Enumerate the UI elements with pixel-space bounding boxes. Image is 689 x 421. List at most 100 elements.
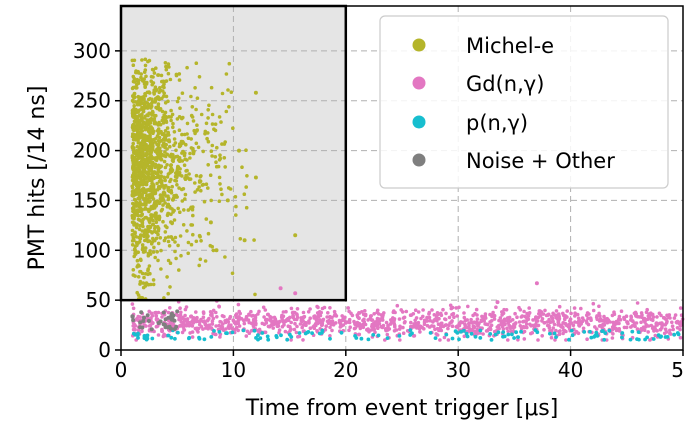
data-point-michel-e — [163, 178, 167, 183]
data-point-gd-n- — [524, 322, 529, 326]
data-point-p-n- — [310, 331, 314, 335]
x-tick-label: 10 — [221, 358, 246, 382]
data-point-gd-n- — [298, 322, 303, 326]
data-point-gd-n- — [497, 318, 501, 323]
data-point-gd-n- — [517, 305, 521, 310]
data-point-gd-n- — [281, 310, 286, 314]
data-point-michel-e — [165, 175, 170, 179]
data-point-gd-n- — [438, 338, 442, 342]
data-point-gd-n- — [301, 319, 305, 323]
data-point-michel-e — [144, 234, 148, 238]
data-point-michel-e — [132, 232, 136, 236]
data-point-michel-e — [210, 143, 215, 148]
data-point-michel-e — [138, 102, 142, 107]
data-point-michel-e — [154, 211, 158, 215]
data-point-michel-e — [185, 229, 189, 233]
data-point-michel-e — [149, 205, 154, 209]
data-point-michel-e — [151, 187, 155, 192]
data-point-michel-e — [154, 236, 159, 241]
data-point-michel-e — [143, 114, 147, 119]
data-point-michel-e — [149, 79, 153, 83]
data-point-gd-n- — [554, 309, 559, 313]
x-tick-label: 30 — [445, 358, 470, 382]
data-point-gd-n- — [597, 304, 601, 309]
data-point-michel-e — [156, 185, 161, 190]
data-point-p-n- — [464, 331, 469, 336]
data-point-michel-e — [135, 213, 139, 217]
data-point-gd-n- — [325, 315, 329, 319]
data-point-michel-e — [206, 163, 210, 167]
data-point-michel-e — [178, 106, 182, 110]
data-point-gd-n- — [322, 305, 327, 310]
data-point-michel-e — [149, 116, 154, 121]
data-point-michel-e — [189, 137, 193, 141]
data-point-michel-e — [162, 141, 166, 145]
data-point-michel-e — [218, 153, 222, 157]
data-point-michel-e — [163, 165, 168, 170]
data-point-michel-e — [172, 218, 177, 222]
data-point-gd-n- — [506, 321, 511, 325]
legend-marker — [412, 115, 426, 129]
data-point-michel-e — [193, 181, 197, 185]
data-point-gd-n- — [380, 318, 385, 322]
data-point-michel-e — [153, 165, 157, 170]
data-point-michel-e — [133, 251, 137, 256]
data-point-michel-e — [164, 67, 169, 72]
data-point-gd-n- — [317, 320, 322, 324]
data-point-gd-n- — [374, 321, 379, 326]
data-point-gd-n- — [295, 324, 299, 329]
data-point-gd-n- — [481, 316, 486, 321]
data-point-gd-n- — [510, 318, 515, 322]
data-point-gd-n- — [360, 310, 364, 314]
data-point-gd-n- — [553, 338, 557, 342]
data-point-michel-e — [131, 108, 135, 112]
data-point-gd-n- — [522, 309, 526, 314]
data-point-noise-other — [138, 325, 142, 330]
data-point-gd-n- — [225, 318, 229, 322]
data-point-michel-e — [164, 194, 168, 198]
data-point-gd-n- — [536, 323, 541, 328]
data-point-gd-n- — [639, 320, 643, 325]
data-point-michel-e — [151, 131, 155, 135]
data-point-michel-e — [163, 129, 168, 133]
data-point-gd-n- — [329, 322, 334, 327]
data-point-p-n- — [457, 337, 461, 342]
data-point-gd-n- — [547, 317, 551, 322]
data-point-gd-n- — [671, 327, 675, 332]
data-point-p-n- — [209, 335, 214, 339]
data-point-gd-n- — [348, 325, 353, 330]
data-point-michel-e — [174, 256, 178, 261]
data-point-p-n- — [169, 335, 174, 340]
data-point-gd-n- — [373, 330, 377, 335]
data-point-michel-e — [166, 71, 171, 76]
data-point-michel-e — [166, 239, 171, 244]
data-point-p-n- — [260, 331, 265, 335]
data-point-michel-e — [148, 152, 152, 157]
data-point-michel-e — [143, 246, 148, 250]
data-point-gd-n- — [369, 314, 374, 318]
data-point-michel-e — [138, 237, 143, 241]
data-point-gd-n- — [678, 335, 683, 340]
data-point-gd-n- — [136, 314, 140, 319]
data-point-michel-e — [202, 199, 207, 204]
data-point-gd-n- — [393, 310, 397, 315]
data-point-michel-e — [141, 109, 146, 113]
data-point-gd-n- — [548, 329, 552, 333]
data-point-michel-e — [162, 296, 166, 300]
data-point-michel-e — [142, 169, 146, 173]
data-point-gd-n- — [249, 309, 253, 314]
data-point-michel-e — [137, 100, 142, 104]
data-point-gd-n- — [531, 318, 535, 322]
data-point-michel-e — [173, 240, 177, 244]
data-point-gd-n- — [201, 327, 205, 331]
data-point-michel-e — [177, 78, 182, 82]
data-point-michel-e — [159, 73, 164, 78]
data-point-michel-e — [143, 85, 147, 89]
data-point-michel-e — [224, 109, 229, 114]
data-point-gd-n- — [622, 315, 626, 320]
data-point-michel-e — [164, 79, 169, 83]
data-point-michel-e — [171, 198, 175, 202]
data-point-gd-n- — [238, 311, 242, 316]
data-point-gd-n- — [376, 326, 380, 331]
data-point-gd-n- — [210, 322, 215, 326]
